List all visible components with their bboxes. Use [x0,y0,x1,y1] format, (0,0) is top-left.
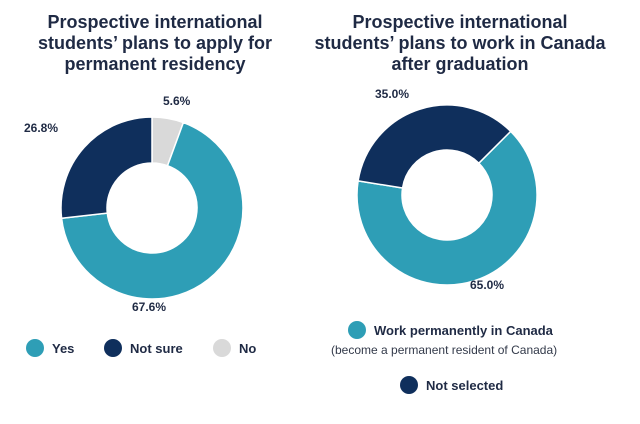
slice-value-label: 26.8% [24,121,58,135]
donut-slice-work-permanently [356,130,538,286]
title-line: students’ plans to apply for [37,33,273,53]
legend-item-not-sure: Not sure [104,339,183,357]
legend-label: Yes [52,340,75,356]
legend-item-no: No [213,339,256,357]
title-line: after graduation [391,54,529,74]
legend-label: No [239,340,257,356]
donut-slice-not-sure [60,116,153,220]
legend-swatch-not-sure [104,339,122,357]
legend-item-not-selected: Not selected [400,376,503,394]
title-line: students’ plans to work in Canada [314,33,606,53]
title-line: permanent residency [64,54,246,74]
legend-item-work-permanently: Work permanently in Canada [348,321,553,339]
slice-value-label: 65.0% [470,278,504,292]
title-line: Prospective international [352,12,568,32]
legend-swatch-work-permanently [348,321,366,339]
legend-label: Not selected [426,377,504,393]
title-line: Prospective international [47,12,263,32]
legend-label: Not sure [130,340,183,356]
legend-sublabel: (become a permanent resident of Canada) [331,343,558,357]
legend-swatch-not-selected [400,376,418,394]
chart-title-work-plans: Prospective international students’ plan… [300,12,620,75]
slice-value-label: 5.6% [163,94,191,108]
legend-swatch-yes [26,339,44,357]
legend-swatch-no [213,339,231,357]
legend-item-yes: Yes [26,339,74,357]
donut-slice-yes [60,121,244,300]
chart-title-pr-plans: Prospective international students’ plan… [30,12,280,75]
slice-value-label: 67.6% [132,300,166,314]
legend-label: Work permanently in Canada [374,322,553,338]
donut-slice-not-selected [357,104,512,189]
slice-value-label: 35.0% [375,87,409,101]
